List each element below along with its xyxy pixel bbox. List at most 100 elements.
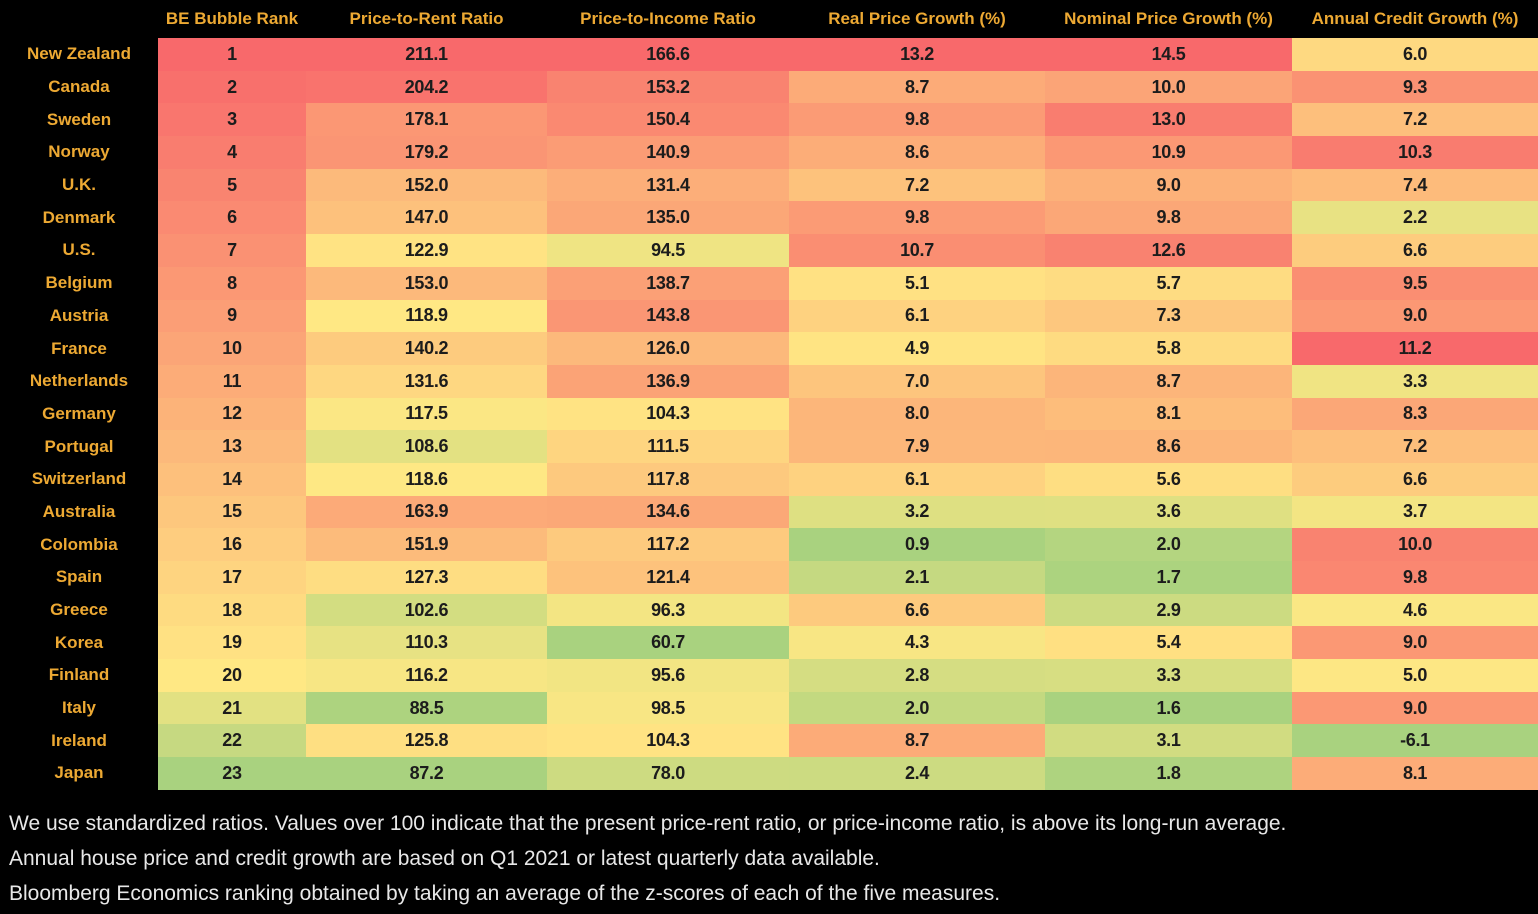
- heatmap-cell: 117.8: [547, 462, 789, 496]
- heatmap-cell: 16: [158, 528, 306, 561]
- table-row: Colombia 16 151.9 117.2 0.9 2.0 10.0: [0, 528, 1538, 561]
- heatmap-cell: 0.9: [789, 528, 1045, 561]
- heatmap-cell: 131.4: [547, 168, 789, 202]
- heatmap-cell: 9.8: [1292, 561, 1538, 594]
- heatmap-cell: 6.1: [789, 299, 1045, 333]
- country-label: Italy: [0, 691, 158, 725]
- heatmap-cell: 11.2: [1292, 332, 1538, 365]
- country-label: U.S.: [0, 234, 158, 267]
- heatmap-cell: 211.1: [306, 38, 547, 71]
- heatmap-cell: 22: [158, 724, 306, 758]
- country-label: Sweden: [0, 103, 158, 137]
- country-label: Australia: [0, 495, 158, 529]
- heatmap-cell: 6.6: [1292, 462, 1538, 496]
- table-row: Switzerland 14 118.6 117.8 6.1 5.6 6.6: [0, 462, 1538, 496]
- country-label: Japan: [0, 757, 158, 790]
- heatmap-cell: 5.6: [1045, 462, 1292, 496]
- heatmap-cell: 6.6: [789, 593, 1045, 627]
- table-row: Greece 18 102.6 96.3 6.6 2.9 4.6: [0, 593, 1538, 627]
- heatmap-cell: 153.0: [306, 266, 547, 300]
- heatmap-cell: 5: [158, 168, 306, 202]
- country-label: Belgium: [0, 266, 158, 300]
- heatmap-cell: 6: [158, 201, 306, 235]
- heatmap-cell: 2.9: [1045, 593, 1292, 627]
- table-row: Austria 9 118.9 143.8 6.1 7.3 9.0: [0, 299, 1538, 333]
- table-row: Italy 21 88.5 98.5 2.0 1.6 9.0: [0, 691, 1538, 725]
- table-row: Denmark 6 147.0 135.0 9.8 9.8 2.2: [0, 201, 1538, 235]
- heatmap-cell: 9.0: [1292, 299, 1538, 333]
- heatmap-cell: 3.1: [1045, 724, 1292, 758]
- heatmap-cell: 9.5: [1292, 266, 1538, 300]
- heatmap-cell: 9.8: [789, 103, 1045, 137]
- country-label: Netherlands: [0, 364, 158, 398]
- country-label: Spain: [0, 561, 158, 594]
- heatmap-cell: 8.6: [1045, 430, 1292, 463]
- heatmap-cell: 13.2: [789, 38, 1045, 71]
- heatmap-cell: 7: [158, 234, 306, 267]
- heatmap-cell: 10.3: [1292, 136, 1538, 169]
- column-header-4: Nominal Price Growth (%): [1045, 0, 1292, 38]
- heatmap-cell: 7.9: [789, 430, 1045, 463]
- heatmap-cell: 166.6: [547, 38, 789, 71]
- country-label: France: [0, 332, 158, 365]
- heatmap-cell: 1.6: [1045, 691, 1292, 725]
- heatmap-cell: 87.2: [306, 757, 547, 790]
- heatmap-cell: 3.7: [1292, 495, 1538, 529]
- column-header-3: Real Price Growth (%): [789, 0, 1045, 38]
- table-row: Netherlands 11 131.6 136.9 7.0 8.7 3.3: [0, 364, 1538, 398]
- header-row: BE Bubble Rank Price-to-Rent Ratio Price-t…: [0, 0, 1538, 38]
- country-label: Finland: [0, 659, 158, 692]
- heatmap-cell: 8.7: [789, 70, 1045, 104]
- heatmap-cell: 4: [158, 136, 306, 169]
- heatmap-cell: 179.2: [306, 136, 547, 169]
- corner-cell: [0, 0, 158, 38]
- heatmap-cell: 8.1: [1045, 397, 1292, 431]
- country-label: Denmark: [0, 201, 158, 235]
- heatmap-cell: 10.0: [1045, 70, 1292, 104]
- heatmap-cell: 15: [158, 495, 306, 529]
- heatmap-cell: 8.7: [789, 724, 1045, 758]
- heatmap-cell: 140.9: [547, 136, 789, 169]
- country-label: Korea: [0, 626, 158, 660]
- heatmap-cell: 1: [158, 38, 306, 71]
- heatmap-cell: 6.0: [1292, 38, 1538, 71]
- column-header-0: BE Bubble Rank: [158, 0, 306, 38]
- heatmap-cell: 10: [158, 332, 306, 365]
- heatmap-cell: 2.4: [789, 757, 1045, 790]
- heatmap-cell: 143.8: [547, 299, 789, 333]
- heatmap-cell: 12.6: [1045, 234, 1292, 267]
- heatmap-cell: 9.0: [1045, 168, 1292, 202]
- heatmap-cell: 6.1: [789, 462, 1045, 496]
- heatmap-cell: 4.3: [789, 626, 1045, 660]
- heatmap-cell: 7.0: [789, 364, 1045, 398]
- country-label: Greece: [0, 593, 158, 627]
- heatmap-cell: 2.0: [789, 691, 1045, 725]
- table-body: New Zealand 1 211.1 166.6 13.2 14.5 6.0 Canada 2…: [0, 38, 1538, 790]
- heatmap-cell: 2.2: [1292, 201, 1538, 235]
- footnote-line: Annual house price and credit growth are…: [9, 847, 880, 870]
- heatmap-cell: 102.6: [306, 593, 547, 627]
- heatmap-cell: 2: [158, 70, 306, 104]
- heatmap-cell: 9.3: [1292, 70, 1538, 104]
- heatmap-cell: 8.0: [789, 397, 1045, 431]
- heatmap-cell: 78.0: [547, 757, 789, 790]
- country-label: Canada: [0, 70, 158, 104]
- heatmap-cell: 152.0: [306, 168, 547, 202]
- heatmap-cell: 9.8: [789, 201, 1045, 235]
- heatmap-cell: 8.6: [789, 136, 1045, 169]
- table-row: Sweden 3 178.1 150.4 9.8 13.0 7.2: [0, 103, 1538, 137]
- table-row: Canada 2 204.2 153.2 8.7 10.0 9.3: [0, 70, 1538, 104]
- country-label: Ireland: [0, 724, 158, 758]
- heatmap-cell: 9.0: [1292, 691, 1538, 725]
- heatmap-cell: 116.2: [306, 659, 547, 692]
- table-row: U.S. 7 122.9 94.5 10.7 12.6 6.6: [0, 234, 1538, 267]
- country-label: U.K.: [0, 168, 158, 202]
- country-label: Norway: [0, 136, 158, 169]
- table-row: Japan 23 87.2 78.0 2.4 1.8 8.1: [0, 757, 1538, 790]
- heatmap-cell: 151.9: [306, 528, 547, 561]
- heatmap-cell: 3.3: [1045, 659, 1292, 692]
- country-label: New Zealand: [0, 38, 158, 71]
- table-row: Korea 19 110.3 60.7 4.3 5.4 9.0: [0, 626, 1538, 660]
- country-label: Austria: [0, 299, 158, 333]
- table-row: U.K. 5 152.0 131.4 7.2 9.0 7.4: [0, 168, 1538, 202]
